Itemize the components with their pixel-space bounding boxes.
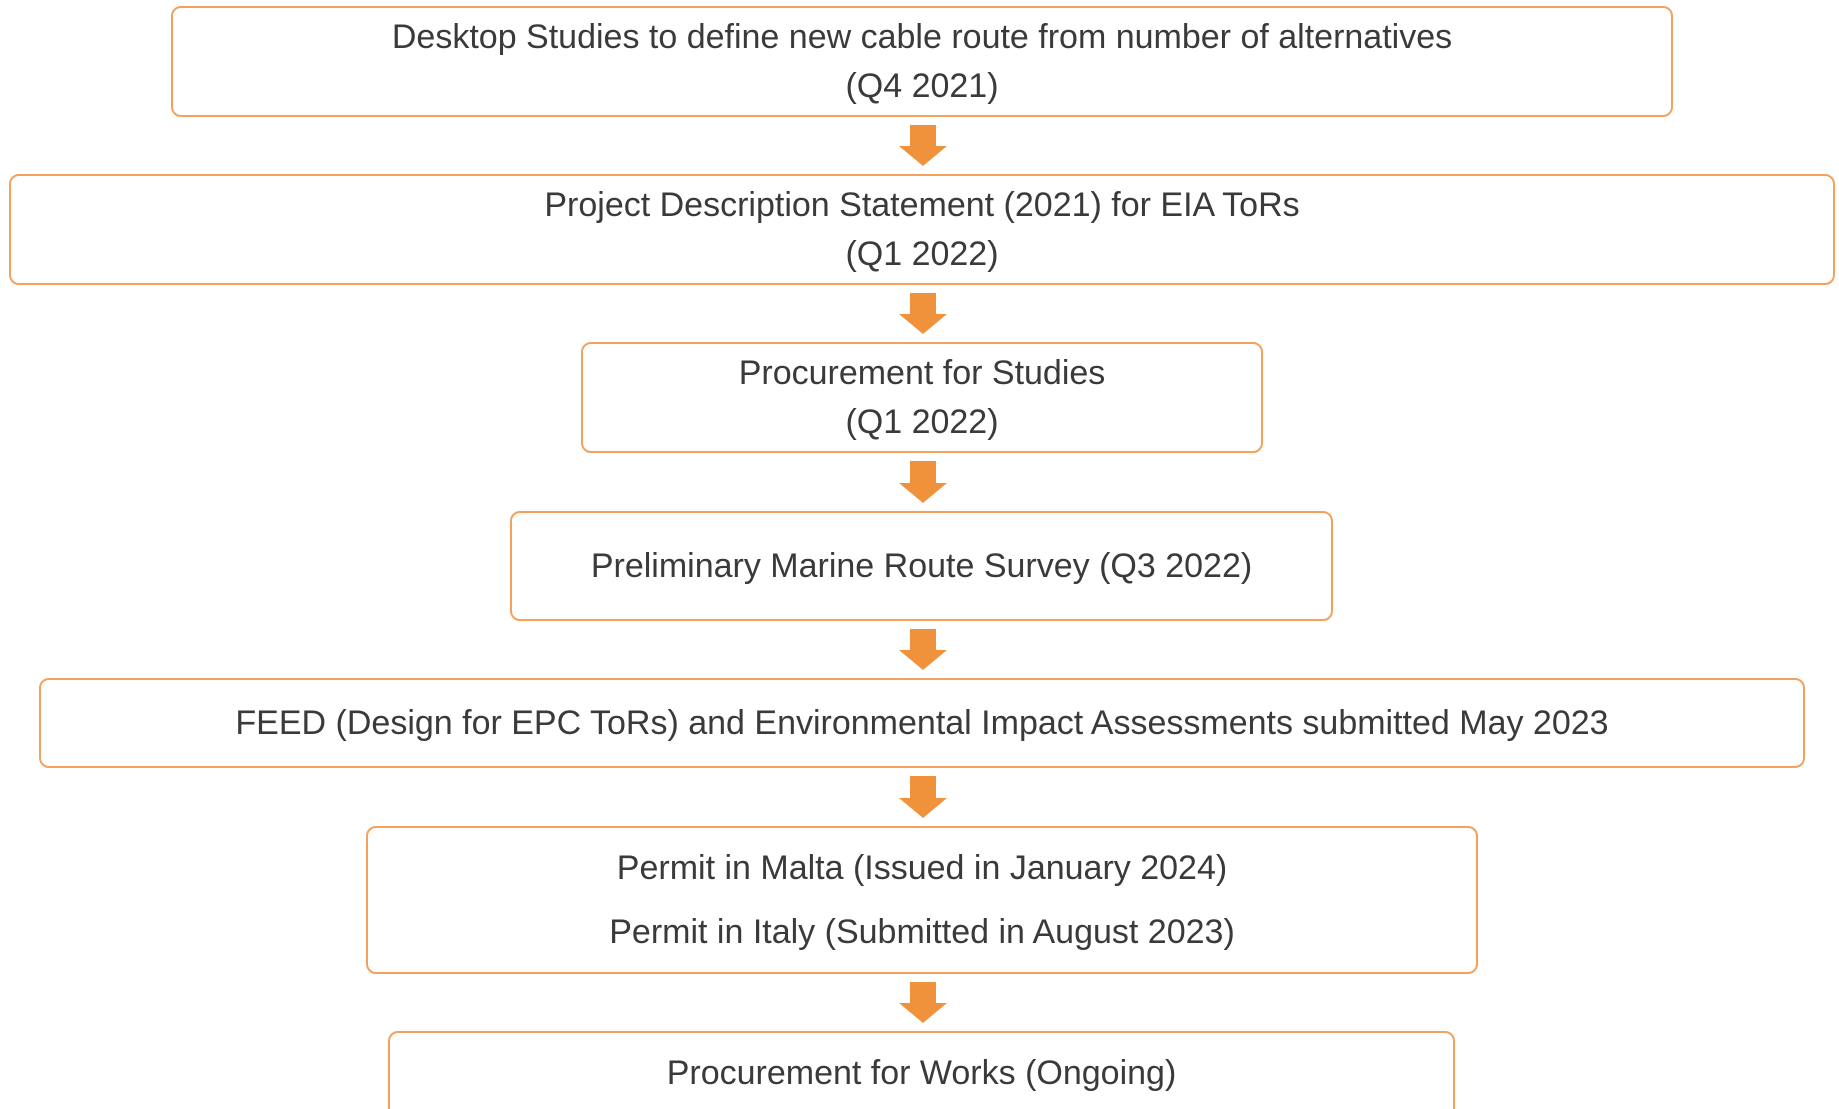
step-box: Project Description Statement (2021) for… — [9, 174, 1835, 285]
step-box: Desktop Studies to define new cable rout… — [171, 6, 1673, 117]
step-text: (Q1 2022) — [845, 402, 999, 441]
step-text: Permit in Italy (Submitted in August 202… — [609, 913, 1235, 951]
step-box: Procurement for Studies (Q1 2022) — [581, 342, 1263, 453]
step-text: Desktop Studies to define new cable rout… — [391, 17, 1453, 56]
step-box: Preliminary Marine Route Survey (Q3 2022… — [510, 511, 1333, 621]
step-text: Preliminary Marine Route Survey (Q3 2022… — [590, 546, 1253, 585]
step-text: Procurement for Works (Ongoing) — [666, 1054, 1177, 1092]
step-text: (Q1 2022) — [845, 234, 999, 273]
arrow — [899, 461, 947, 503]
step-text: FEED (Design for EPC ToRs) and Environme… — [235, 703, 1609, 742]
step-text: Project Description Statement (2021) for… — [544, 185, 1300, 224]
arrow — [899, 293, 947, 334]
arrow-group — [899, 125, 947, 1023]
arrow — [899, 125, 947, 166]
arrow — [899, 629, 947, 670]
step-box: Permit in Malta (Issued in January 2024)… — [366, 826, 1478, 974]
step-text: Permit in Malta (Issued in January 2024) — [616, 849, 1228, 887]
step-text: (Q4 2021) — [845, 66, 999, 105]
step-box: FEED (Design for EPC ToRs) and Environme… — [39, 678, 1805, 768]
arrow — [899, 776, 947, 818]
step-text: Procurement for Studies — [738, 353, 1106, 392]
step-box: Procurement for Works (Ongoing) — [388, 1031, 1455, 1109]
arrow — [899, 982, 947, 1023]
